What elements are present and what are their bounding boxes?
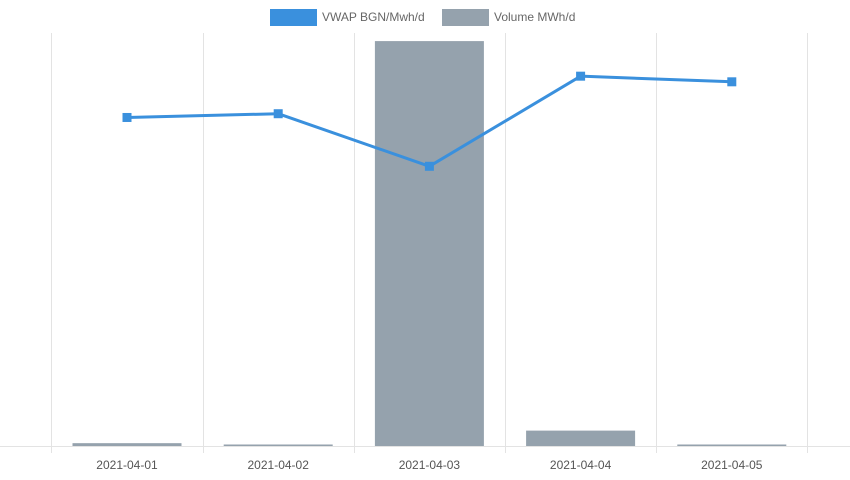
volume-bar [72, 443, 182, 446]
volume-bar [526, 430, 636, 446]
legend-item-volume[interactable]: Volume MWh/d [442, 7, 575, 27]
legend-item-vwap[interactable]: VWAP BGN/Mwh/d [270, 7, 425, 27]
vwap-point [424, 161, 434, 171]
legend-label-vwap: VWAP BGN/Mwh/d [322, 10, 425, 24]
vwap-point [273, 109, 283, 119]
vwap-point [727, 77, 737, 87]
volume-bar [374, 41, 484, 447]
x-tick-label: 2021-04-05 [701, 458, 763, 472]
volume-bar [677, 444, 787, 446]
chart-legend: VWAP BGN/Mwh/d Volume MWh/d [0, 7, 850, 27]
legend-swatch-volume [442, 8, 489, 26]
x-tick-label: 2021-04-02 [248, 458, 310, 472]
x-tick-label: 2021-04-01 [96, 458, 158, 472]
volume-bar [223, 444, 333, 446]
vwap-point [122, 112, 132, 122]
legend-label-volume: Volume MWh/d [494, 10, 576, 24]
x-tick-label: 2021-04-03 [399, 458, 461, 472]
vwap-point [576, 71, 586, 81]
legend-swatch-vwap [270, 8, 317, 26]
x-tick-label: 2021-04-04 [550, 458, 612, 472]
